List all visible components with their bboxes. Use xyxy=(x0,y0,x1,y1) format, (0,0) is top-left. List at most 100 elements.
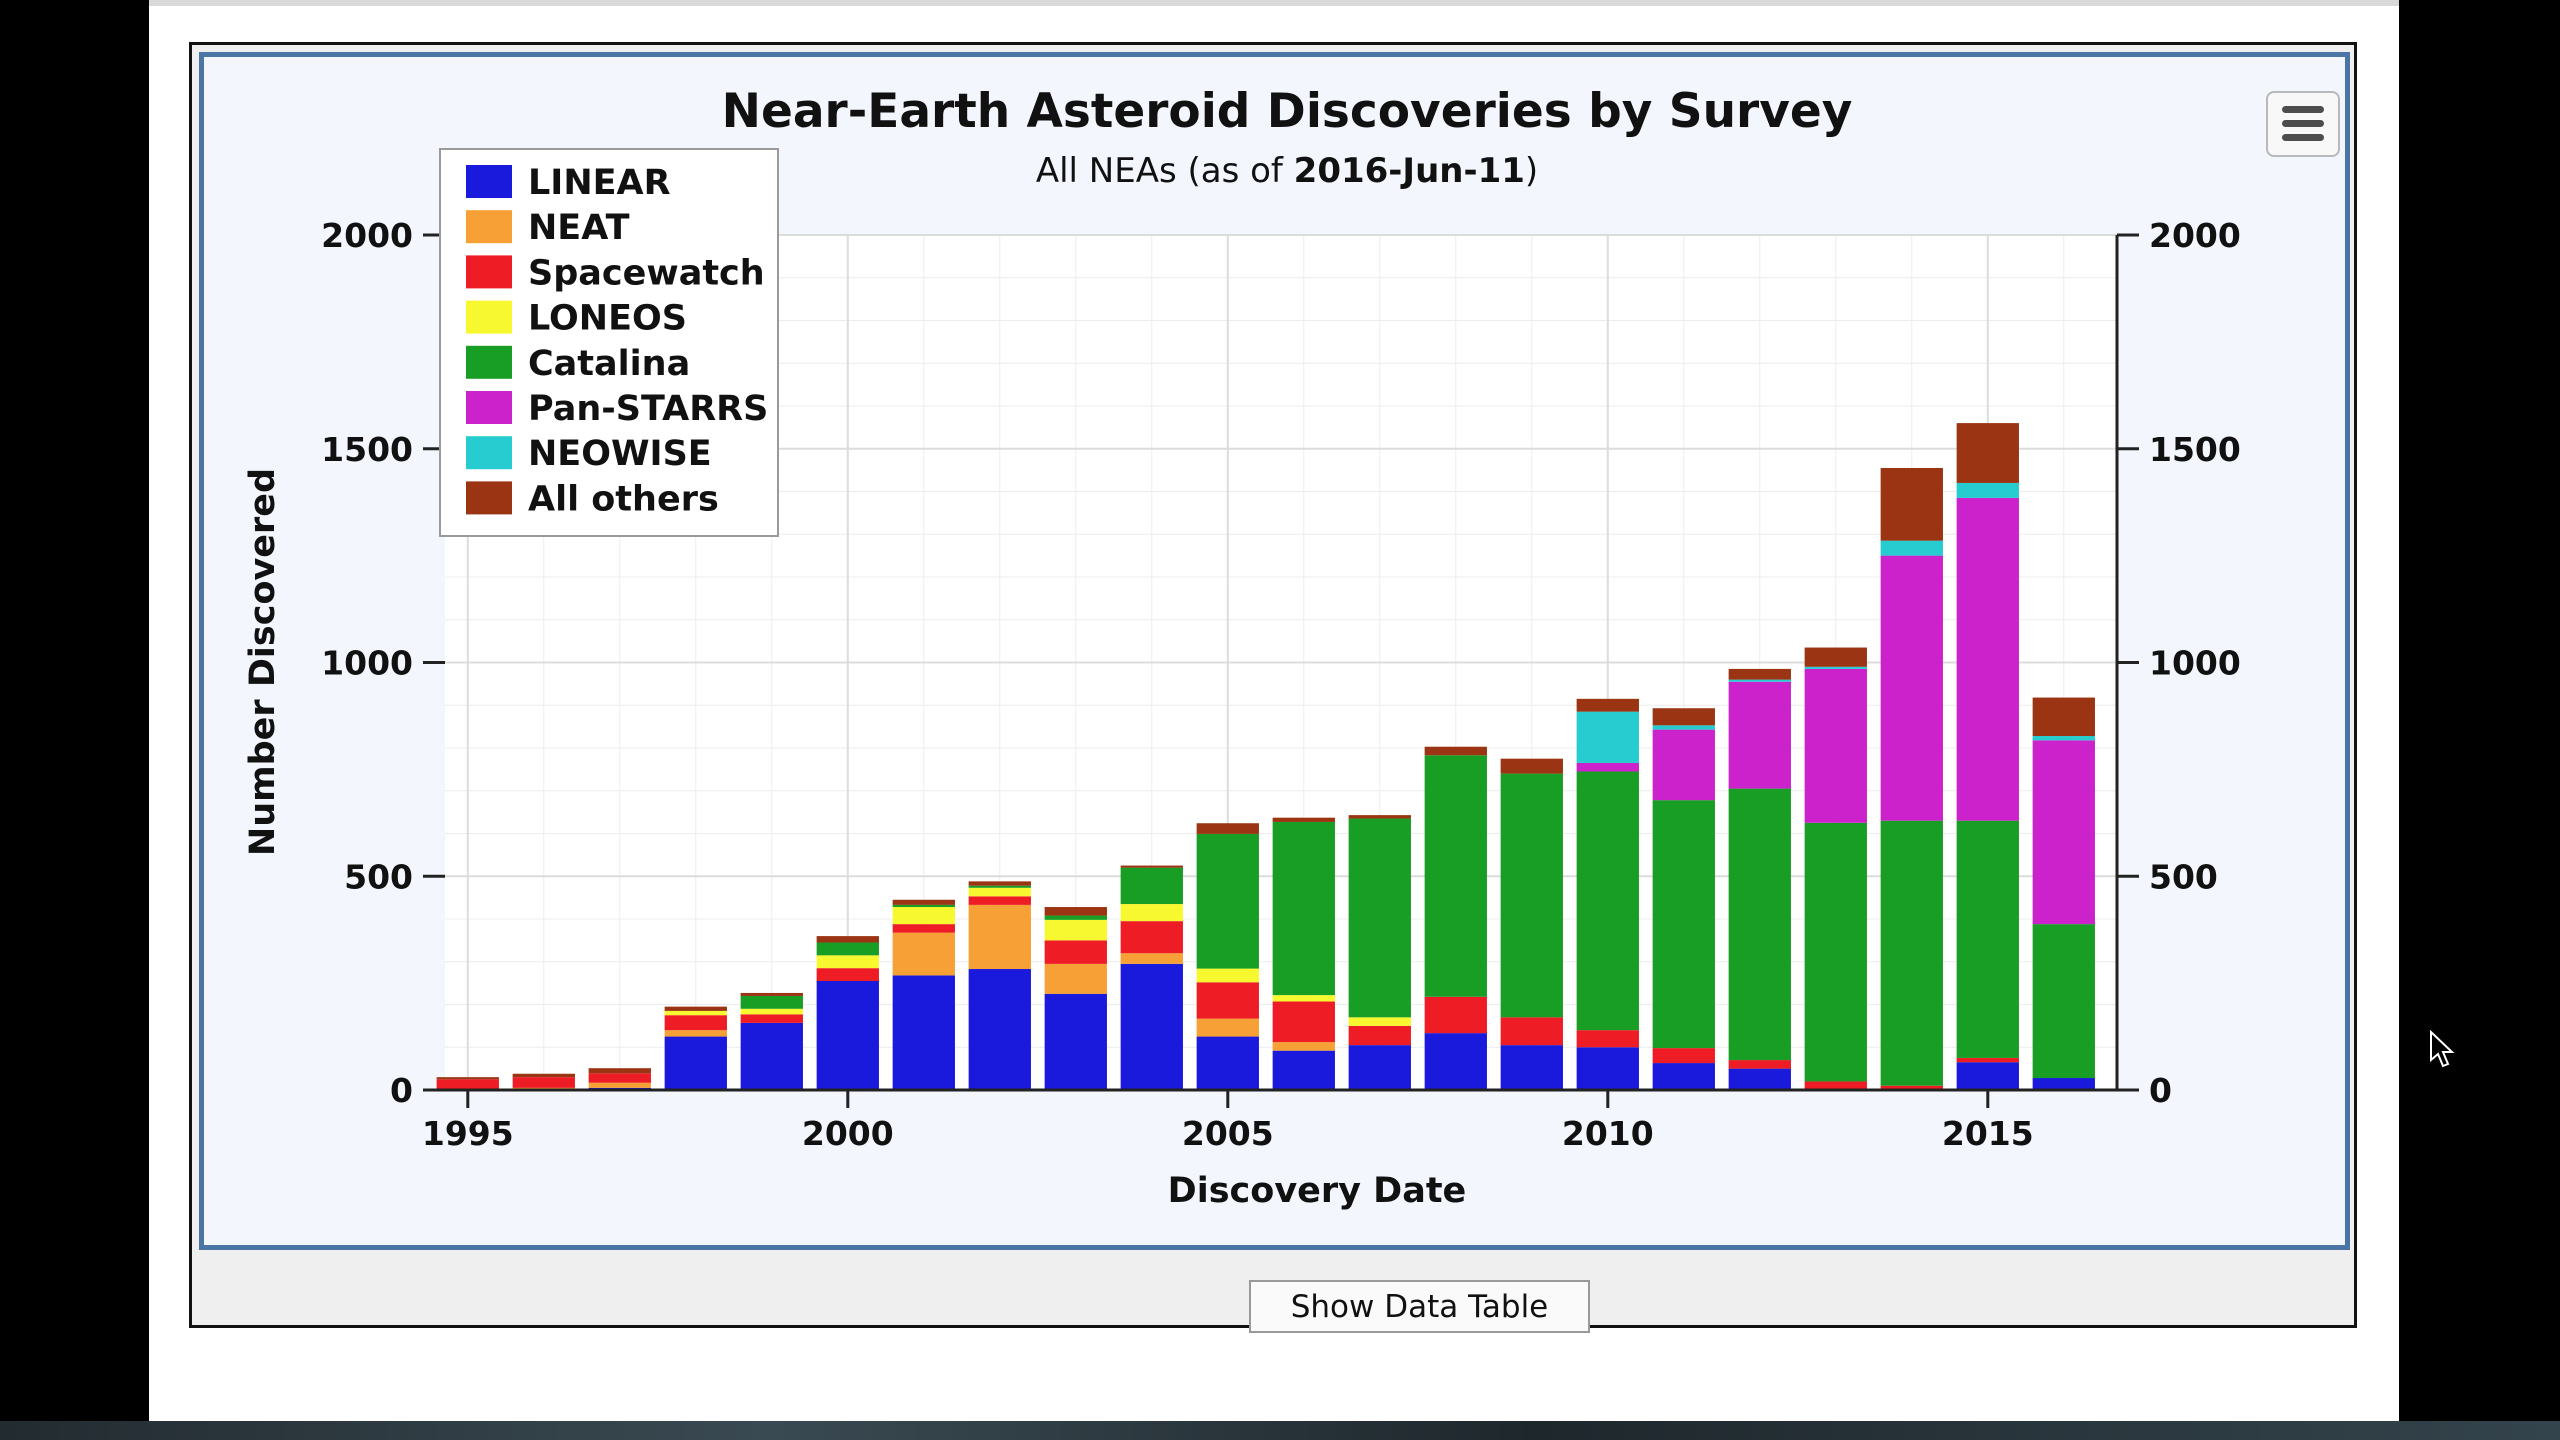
x-tick-label: 1995 xyxy=(422,1114,514,1153)
bar-segment xyxy=(1652,800,1715,1049)
bar-segment xyxy=(1044,940,1107,964)
legend-swatch xyxy=(466,481,512,515)
bar-segment xyxy=(816,980,879,1090)
bar-segment xyxy=(892,924,955,933)
mouse-cursor-icon xyxy=(2430,1030,2455,1068)
legend-box xyxy=(439,148,779,537)
legend-swatch xyxy=(466,436,512,470)
bar-segment xyxy=(664,1036,727,1090)
chart-panel: 0 500 1000 1500 2000 0 500 1000 1500 2000 1995 20… xyxy=(199,52,2350,1250)
bar-segment xyxy=(968,887,1031,897)
bar-segment xyxy=(1044,919,1107,941)
bar-segment xyxy=(968,881,1031,886)
legend-label: NEOWISE xyxy=(528,434,712,474)
bar-segment xyxy=(816,942,879,956)
bar-segment xyxy=(1044,915,1107,920)
page-top-strip xyxy=(149,0,2399,6)
bar-segment xyxy=(664,1010,727,1016)
subtitle-suffix: ) xyxy=(1525,151,1538,191)
x-tick-label: 2015 xyxy=(1942,1114,2034,1153)
bar-segment xyxy=(1804,666,1867,669)
bar-segment xyxy=(740,1022,803,1090)
legend-label: LONEOS xyxy=(528,299,687,339)
bar-segment xyxy=(1652,708,1715,726)
bar-segment xyxy=(1804,822,1867,1082)
bar-segment xyxy=(1120,867,1183,905)
x-tick-label: 2000 xyxy=(802,1114,894,1153)
desktop-background xyxy=(0,1421,2560,1440)
chart-title: Near-Earth Asteroid Discoveries by Surve… xyxy=(722,84,1853,139)
subtitle-date: 2016-Jun-11 xyxy=(1294,151,1525,191)
browser-page: 0 500 1000 1500 2000 0 500 1000 1500 2000 1995 20… xyxy=(149,0,2399,1421)
bar-segment xyxy=(1500,1017,1563,1046)
bar-segment xyxy=(1956,482,2019,498)
bar-segment xyxy=(1880,820,1943,1086)
y-tick-label-right: 0 xyxy=(2149,1071,2172,1110)
bar-segment xyxy=(816,955,879,969)
bar-segment xyxy=(1120,953,1183,964)
y-axis-label: Number Discovered xyxy=(243,468,283,856)
bar-segment xyxy=(1576,1047,1639,1090)
bar-segment xyxy=(740,995,803,1009)
show-data-table-button[interactable]: Show Data Table xyxy=(1249,1280,1590,1333)
bar-segment xyxy=(664,1015,727,1031)
bar-segment xyxy=(816,968,879,981)
bar-segment xyxy=(1120,921,1183,954)
bar-segment xyxy=(968,904,1031,970)
y-tick-label-right: 2000 xyxy=(2149,216,2241,255)
bar-segment xyxy=(816,936,879,943)
bar-segment xyxy=(1728,668,1791,680)
bar-segment xyxy=(1424,755,1487,997)
y-tick-label-left: 500 xyxy=(344,857,413,896)
bar-segment xyxy=(968,969,1031,1090)
chart-menu-button[interactable] xyxy=(2266,91,2340,157)
legend-swatch xyxy=(466,345,512,379)
bar-segment xyxy=(1348,818,1411,1018)
y-tick-label-left: 0 xyxy=(390,1071,413,1110)
bar-segment xyxy=(1120,904,1183,922)
bar-segment xyxy=(1728,681,1791,789)
y-tick-label-right: 500 xyxy=(2149,857,2218,896)
legend-label: Pan-STARRS xyxy=(528,389,768,429)
legend-swatch xyxy=(466,255,512,289)
chart-container: 0 500 1000 1500 2000 0 500 1000 1500 2000 1995 20… xyxy=(189,42,2357,1333)
bar-segment xyxy=(892,904,955,908)
subtitle-prefix: All NEAs (as of xyxy=(1036,151,1294,191)
bar-segment xyxy=(1044,907,1107,916)
bar-segment xyxy=(1348,1045,1411,1090)
legend: LINEAR NEAT Spacewatch LONEOS Catalina Pan-ST… xyxy=(439,148,779,537)
bar-segment xyxy=(1956,820,2019,1058)
bar-segment xyxy=(1728,788,1791,1061)
bar-segment xyxy=(1196,823,1259,834)
bar-segment xyxy=(588,1068,651,1074)
bar-segment xyxy=(1880,555,1943,821)
y-tick-label-right: 1000 xyxy=(2149,644,2241,683)
bar-segment xyxy=(2032,697,2095,737)
bar-segment xyxy=(1576,1030,1639,1048)
bar-segment xyxy=(588,1073,651,1083)
bar-segment xyxy=(1348,1025,1411,1046)
legend-label: All others xyxy=(528,479,719,519)
bar-segment xyxy=(892,975,955,1090)
bar-segment xyxy=(1348,1017,1411,1026)
bar-segment xyxy=(1956,497,2019,821)
bar-segment xyxy=(664,1030,727,1037)
bar-segment xyxy=(1652,1048,1715,1064)
bar-segment xyxy=(1728,679,1791,682)
bar-segment xyxy=(1652,725,1715,730)
bar-segment xyxy=(1804,647,1867,667)
bar-segment xyxy=(1272,1050,1335,1090)
bar-segment xyxy=(1272,1042,1335,1051)
legend-swatch xyxy=(466,391,512,424)
bar-segment xyxy=(512,1077,575,1088)
bar-segment xyxy=(1196,1036,1259,1090)
bar-segment xyxy=(740,992,803,996)
bar-segment xyxy=(1272,1001,1335,1043)
bar-segment xyxy=(1272,995,1335,1002)
bar-segment xyxy=(968,885,1031,888)
bar-segment xyxy=(1196,982,1259,1019)
bar-segment xyxy=(740,1014,803,1023)
x-axis-ticks: 1995 2000 2005 2010 2015 xyxy=(422,1090,2034,1153)
bar-segment xyxy=(892,932,955,976)
bar-series xyxy=(436,423,2095,1090)
